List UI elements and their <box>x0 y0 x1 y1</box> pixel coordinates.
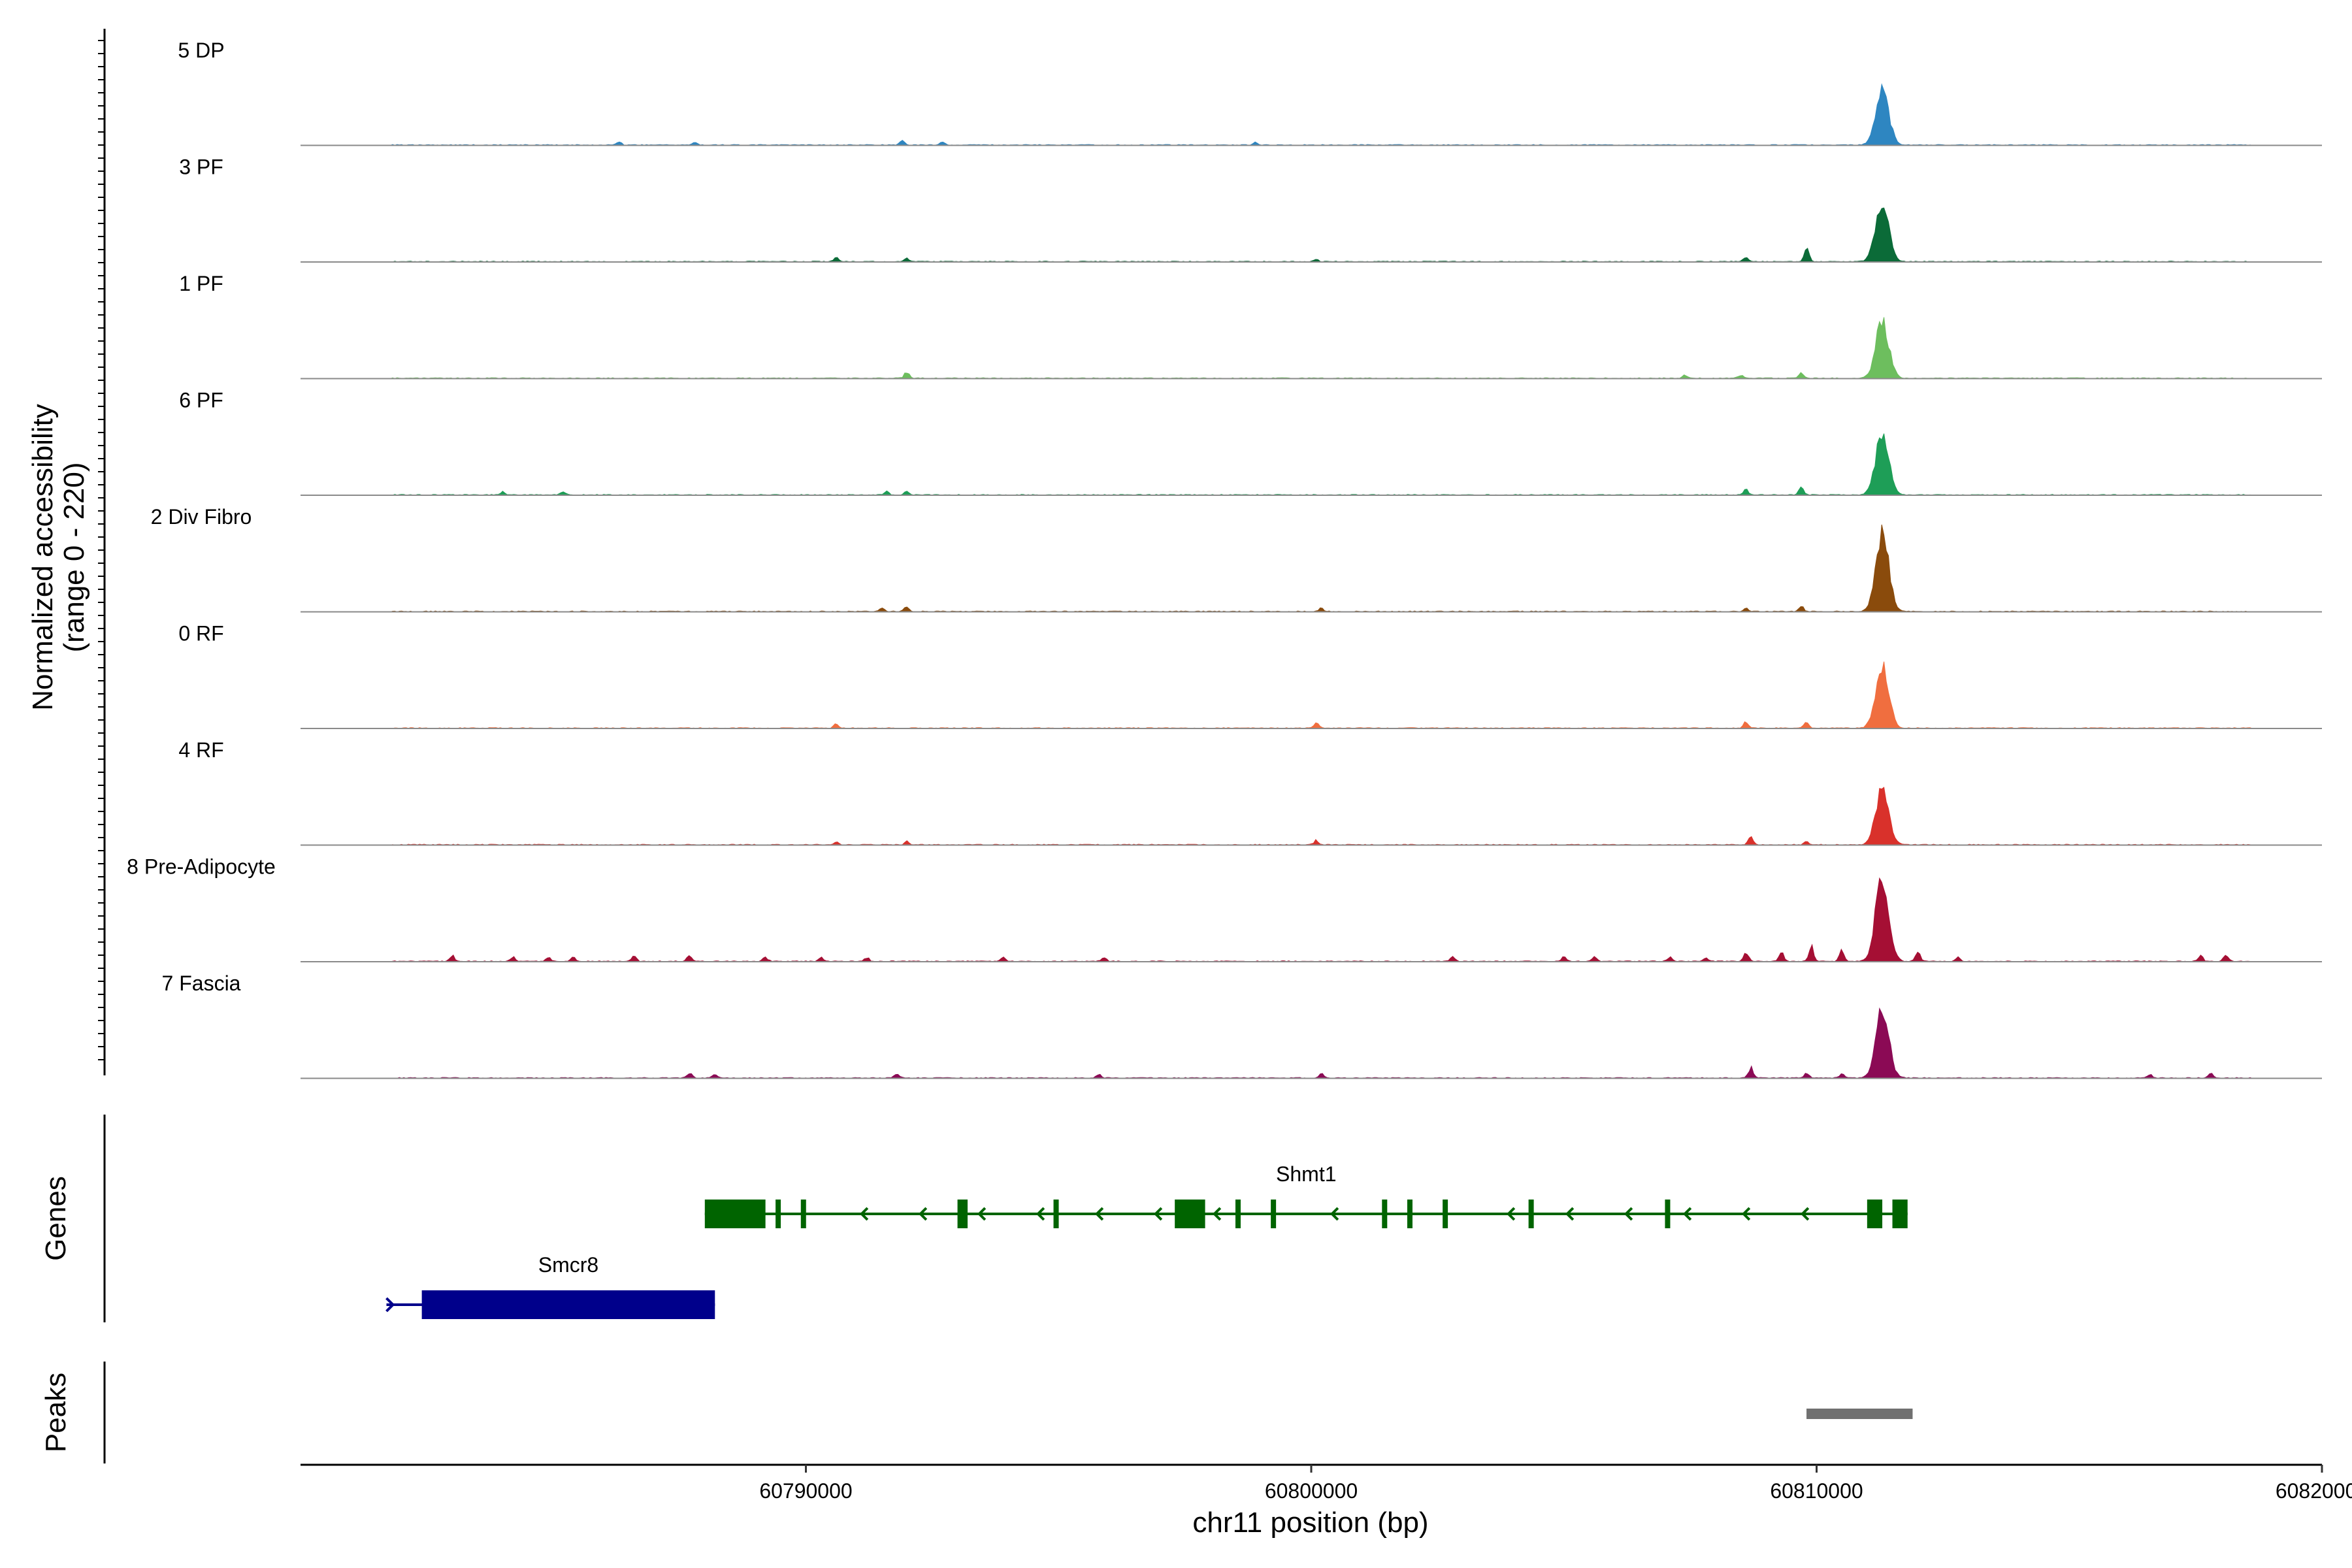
x-tick-label: 60810000 <box>1770 1479 1863 1503</box>
track-label: 5 DP <box>178 39 224 62</box>
gene-shmt1: Shmt1 <box>704 1162 1908 1228</box>
gene-exon <box>1867 1200 1883 1228</box>
track-0-rf: 0 RF <box>178 622 2322 729</box>
track-8-pre-adipocyte: 8 Pre-Adipocyte <box>127 855 2322 962</box>
gene-smcr8: Smcr8 <box>385 1253 715 1319</box>
y-axis-label-range: (range 0 - 220) <box>58 462 90 652</box>
track-label: 1 PF <box>179 272 223 295</box>
gene-exon <box>1382 1200 1388 1228</box>
gene-exon <box>957 1200 968 1228</box>
track-5-dp: 5 DP <box>178 39 2322 146</box>
strand-arrow <box>1506 1207 1516 1221</box>
coverage-area <box>301 207 2322 263</box>
peaks-panel-label: Peaks <box>40 1373 72 1452</box>
track-7-fascia: 7 Fascia <box>162 972 2322 1079</box>
track-6-pf: 6 PF <box>179 389 2322 496</box>
x-axis-ticks: 60790000 60800000 60810000 60820000 <box>759 1465 2352 1503</box>
gene-exon <box>1053 1200 1059 1228</box>
track-label: 4 RF <box>178 738 223 762</box>
coverage-area <box>301 433 2322 496</box>
track-label: 6 PF <box>179 389 223 412</box>
strand-arrow <box>918 1207 928 1221</box>
strand-arrow <box>385 1297 395 1313</box>
track-label: 7 Fascia <box>162 972 241 995</box>
strand-arrow <box>1624 1207 1633 1221</box>
gene-label: Smcr8 <box>538 1253 598 1277</box>
gene-exon <box>1443 1200 1448 1228</box>
coverage-area <box>301 787 2322 846</box>
track-1-pf: 1 PF <box>179 272 2322 380</box>
coverage-area <box>301 661 2322 729</box>
strand-arrow <box>1741 1207 1751 1221</box>
strand-arrow <box>1094 1207 1104 1221</box>
x-tick-label: 60820000 <box>2276 1479 2352 1503</box>
strand-arrow <box>1330 1207 1339 1221</box>
peak-regions <box>1806 1409 1913 1419</box>
gene-exon <box>1175 1200 1205 1228</box>
strand-arrow <box>977 1207 987 1221</box>
coverage-area <box>301 317 2322 380</box>
y-axis-label: Normalized accessibility <box>27 404 59 710</box>
gene-exon <box>1407 1200 1413 1228</box>
coverage-tracks: 5 DP 3 PF 1 PF 6 PF 2 Div Fibro 0 RF 4 RF 8 Pre… <box>127 39 2322 1079</box>
x-axis-label: chr11 position (bp) <box>1192 1507 1428 1539</box>
coverage-area <box>301 877 2322 962</box>
x-tick-label: 60800000 <box>1265 1479 1358 1503</box>
track-2-div-fibro: 2 Div Fibro <box>151 505 2322 613</box>
track-label: 2 Div Fibro <box>151 505 252 529</box>
strand-arrow <box>1800 1207 1810 1221</box>
x-tick-label: 60790000 <box>759 1479 852 1503</box>
gene-exon <box>704 1200 766 1228</box>
gene-exon <box>421 1290 715 1319</box>
track-3-pf: 3 PF <box>179 155 2322 263</box>
gene-exon <box>1665 1200 1671 1228</box>
strand-arrow <box>1153 1207 1163 1221</box>
gene-exon <box>1892 1200 1908 1228</box>
strand-arrow <box>859 1207 869 1221</box>
strand-arrow <box>1565 1207 1575 1221</box>
coverage-y-ticks <box>98 40 105 1060</box>
gene-exon <box>776 1200 781 1228</box>
track-label: 0 RF <box>178 622 223 645</box>
strand-arrow <box>1036 1207 1045 1221</box>
genes-panel-label: Genes <box>40 1176 72 1261</box>
track-label: 8 Pre-Adipocyte <box>127 855 276 879</box>
gene-exon <box>800 1200 806 1228</box>
gene-exon <box>1271 1200 1277 1228</box>
coverage-area <box>301 83 2322 146</box>
coverage-area <box>301 524 2322 613</box>
gene-exon <box>1235 1200 1241 1228</box>
track-4-rf: 4 RF <box>178 738 2322 846</box>
peak-region <box>1806 1409 1913 1419</box>
coverage-area <box>301 1007 2322 1079</box>
strand-arrow <box>1212 1207 1222 1221</box>
gene-annotations: Shmt1 Smcr8 <box>385 1162 1908 1319</box>
gene-label: Shmt1 <box>1276 1162 1336 1186</box>
gene-exon <box>1528 1200 1534 1228</box>
track-label: 3 PF <box>179 155 223 179</box>
strand-arrow <box>1682 1207 1692 1221</box>
